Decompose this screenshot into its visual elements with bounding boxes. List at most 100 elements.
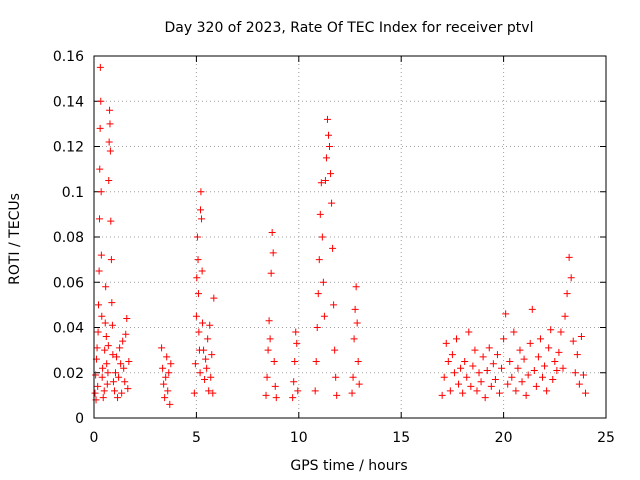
- data-point: [267, 269, 275, 277]
- data-point: [450, 369, 458, 377]
- data-point: [461, 357, 469, 365]
- data-point: [528, 305, 536, 313]
- data-point: [102, 333, 110, 341]
- data-point: [487, 382, 495, 390]
- data-point: [328, 199, 336, 207]
- data-point: [479, 353, 487, 361]
- data-points: [91, 63, 590, 408]
- data-point: [106, 147, 114, 155]
- x-tick-label: 10: [290, 430, 308, 446]
- data-point: [457, 364, 465, 372]
- data-point: [520, 355, 528, 363]
- data-point: [109, 378, 117, 386]
- data-point: [272, 394, 280, 402]
- data-point: [491, 376, 499, 384]
- data-point: [195, 328, 203, 336]
- data-point: [197, 188, 205, 196]
- data-point: [348, 389, 356, 397]
- data-point: [327, 170, 335, 178]
- data-point: [96, 165, 104, 173]
- data-point: [108, 321, 116, 329]
- data-point: [196, 206, 204, 214]
- data-point: [163, 353, 171, 361]
- data-point: [266, 335, 274, 343]
- data-point: [313, 324, 321, 331]
- data-point: [199, 319, 207, 327]
- data-point: [563, 290, 571, 298]
- data-point: [475, 369, 483, 377]
- data-point: [577, 333, 585, 341]
- data-point: [106, 120, 114, 128]
- y-tick-label: 0.12: [53, 140, 84, 156]
- y-tick-label: 0.16: [53, 49, 84, 65]
- data-point: [194, 256, 202, 264]
- data-point: [201, 376, 209, 384]
- data-point: [459, 389, 467, 397]
- data-point: [318, 233, 326, 241]
- data-point: [315, 256, 323, 264]
- data-point: [98, 373, 106, 381]
- plot-frame: [93, 55, 607, 419]
- data-point: [97, 97, 105, 105]
- data-point: [104, 342, 112, 350]
- data-point: [262, 391, 270, 399]
- data-point: [516, 346, 524, 354]
- data-point: [320, 312, 328, 320]
- data-point: [193, 274, 201, 282]
- data-point: [469, 362, 477, 370]
- data-point: [97, 188, 105, 196]
- data-point: [96, 63, 104, 71]
- data-point: [467, 382, 475, 390]
- data-point: [571, 369, 579, 377]
- data-point: [98, 312, 106, 320]
- data-point: [351, 305, 359, 313]
- data-point: [553, 366, 561, 374]
- data-point: [324, 131, 332, 139]
- data-point: [438, 391, 446, 399]
- data-point: [164, 387, 172, 395]
- data-point: [269, 249, 277, 257]
- y-tick-label: 0: [75, 411, 84, 427]
- data-point: [102, 283, 110, 291]
- data-point: [330, 301, 338, 309]
- data-point: [551, 357, 559, 365]
- data-point: [159, 364, 167, 372]
- data-point: [332, 373, 340, 381]
- data-point: [167, 360, 175, 368]
- data-point: [96, 124, 104, 132]
- data-point: [355, 380, 363, 388]
- data-point: [107, 256, 115, 264]
- data-point: [504, 380, 512, 388]
- data-point: [96, 215, 104, 223]
- x-tick-label: 15: [392, 430, 410, 446]
- chart-title: Day 320 of 2023, Rate Of TEC Index for r…: [165, 20, 534, 36]
- data-point: [530, 366, 538, 374]
- data-point: [113, 353, 121, 361]
- data-point: [204, 335, 212, 343]
- data-point: [160, 380, 168, 388]
- data-point: [103, 360, 111, 368]
- data-point: [512, 387, 520, 395]
- data-point: [500, 335, 508, 343]
- data-point: [110, 387, 118, 395]
- x-tick-label: 25: [597, 430, 615, 446]
- axis-ticks: 0 5 10 15 20 25 0 0.02 0.04 0.06 0.08 0.1 0.12 0.14 0.…: [53, 49, 615, 446]
- data-point: [471, 346, 479, 354]
- data-point: [122, 330, 130, 338]
- data-point: [198, 267, 206, 275]
- data-point: [109, 351, 117, 359]
- data-point: [575, 380, 583, 388]
- data-point: [117, 360, 125, 368]
- data-point: [162, 373, 170, 381]
- data-point: [526, 339, 534, 347]
- data-point: [465, 328, 473, 336]
- data-point: [485, 344, 493, 352]
- data-point: [105, 176, 113, 184]
- data-point: [539, 373, 547, 381]
- data-point: [532, 382, 540, 390]
- data-point: [206, 321, 214, 329]
- data-point: [463, 373, 471, 381]
- data-point: [522, 391, 530, 399]
- data-point: [545, 344, 553, 352]
